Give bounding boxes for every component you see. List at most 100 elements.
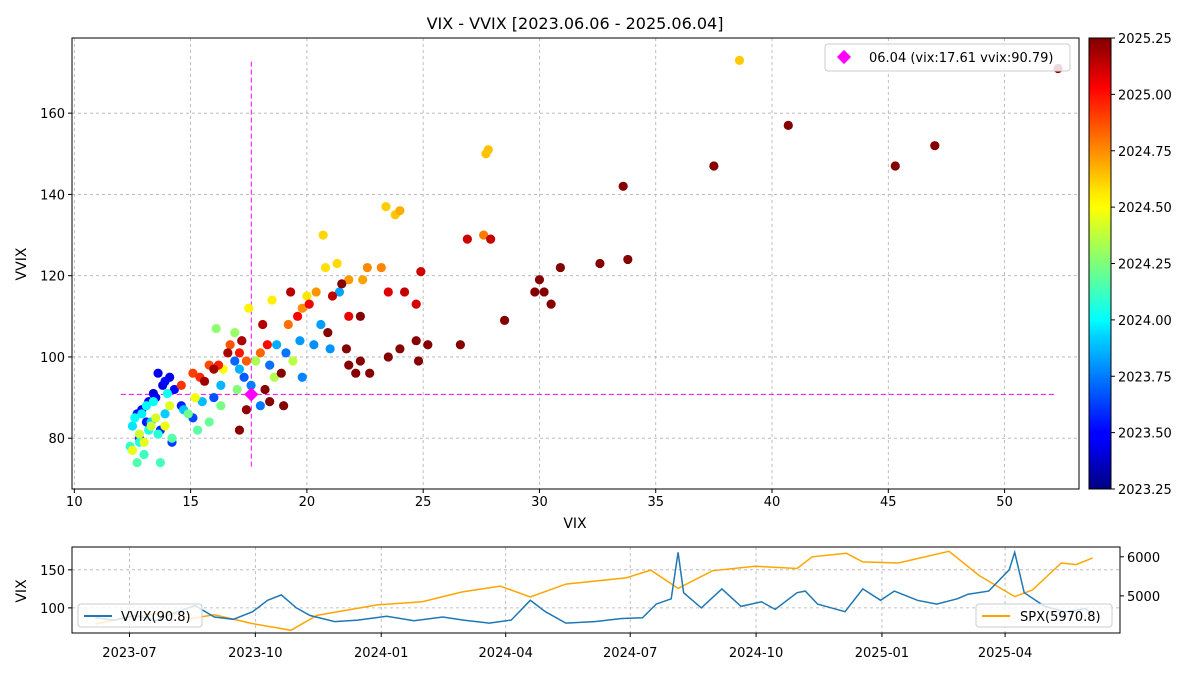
scatter-point xyxy=(251,356,261,366)
scatter-point xyxy=(462,234,472,244)
scatter-point xyxy=(176,380,186,390)
scatter-point xyxy=(499,315,510,325)
scatter-point xyxy=(269,372,279,382)
bottom-x-tick-label: 2025-01 xyxy=(855,646,909,661)
scatter-points xyxy=(125,55,1063,468)
y-tick-label: 140 xyxy=(40,188,65,203)
scatter-point xyxy=(311,287,321,297)
scatter-point xyxy=(216,380,226,390)
scatter-point xyxy=(555,262,565,273)
legend-left-box xyxy=(77,603,203,628)
bottom-left-tick-label: 100 xyxy=(40,602,65,617)
scatter-point xyxy=(255,348,265,358)
scatter-point xyxy=(190,392,200,403)
colorbar: 2023.25 2023.50 2023.75 2024.00 2024.25 2024.… xyxy=(1088,32,1172,498)
scatter-point xyxy=(383,352,393,362)
scatter-point xyxy=(376,262,386,273)
scatter-point xyxy=(292,311,303,321)
x-axis-label: VIX xyxy=(563,516,587,532)
scatter-point xyxy=(160,421,170,431)
legend-left-label: VVIX(90.8) xyxy=(121,610,191,625)
scatter-point xyxy=(139,437,149,447)
scatter-point xyxy=(267,295,277,305)
scatter-point xyxy=(355,356,365,366)
x-tick-label: 20 xyxy=(299,495,316,510)
legend-right: SPX(5970.8) xyxy=(975,603,1113,628)
scatter-point xyxy=(155,457,165,468)
scatter-point xyxy=(167,433,177,443)
x-tick-label: 35 xyxy=(647,495,664,510)
scatter-point xyxy=(283,319,293,330)
x-tick-label: 10 xyxy=(66,495,83,510)
x-tick-label: 30 xyxy=(531,495,548,510)
scatter-point xyxy=(297,372,307,382)
y-tick-label: 80 xyxy=(48,432,65,447)
scatter-point xyxy=(265,397,275,407)
y-tick-label: 100 xyxy=(40,351,65,366)
colorbar-ticks: 2023.25 2023.50 2023.75 2024.00 2024.25 2024.… xyxy=(1111,32,1172,498)
scatter-point xyxy=(237,336,247,346)
scatter-point xyxy=(246,380,256,390)
scatter-point xyxy=(334,287,345,297)
scatter-point xyxy=(304,299,314,309)
scatter-point xyxy=(151,413,161,423)
colorbar-tick-label: 2023.75 xyxy=(1118,370,1172,385)
legend-right-box xyxy=(975,603,1113,628)
scatter-point xyxy=(320,262,331,273)
scatter-point xyxy=(272,340,282,350)
scatter-point xyxy=(344,311,354,321)
x-axis-ticks: 10 15 20 25 30 35 40 45 50 xyxy=(66,489,1013,510)
bottom-plot-frame xyxy=(71,546,1121,634)
scatter-point xyxy=(165,401,175,411)
scatter-point xyxy=(279,401,289,411)
scatter-point xyxy=(137,409,147,419)
scatter-point xyxy=(281,348,291,358)
bottom-left-tick-label: 150 xyxy=(40,564,65,579)
scatter-point xyxy=(395,344,405,354)
current-marker-group xyxy=(244,387,259,402)
scatter-point xyxy=(325,344,335,354)
scatter-point xyxy=(127,421,138,431)
scatter-point xyxy=(204,417,214,427)
scatter-point xyxy=(223,348,233,358)
y-axis-ticks: 80 100 120 140 160 xyxy=(40,107,72,447)
scatter-point xyxy=(362,262,372,273)
bottom-y-axis-label: VIX xyxy=(14,579,30,603)
colorbar-tick-label: 2025.00 xyxy=(1118,88,1172,103)
scatter-point xyxy=(351,368,361,378)
bottom-right-tick-label: 6000 xyxy=(1127,551,1160,566)
scatter-point xyxy=(411,336,421,346)
bottom-x-ticks: 2023-07 2023-10 2024-01 2024-04 2024-07 2024-… xyxy=(102,633,1032,661)
bottom-left-y-ticks: 100 150 xyxy=(40,564,72,617)
scatter-point xyxy=(890,161,900,171)
scatter-point xyxy=(341,344,352,354)
colorbar-gradient xyxy=(1088,37,1112,490)
scatter-point xyxy=(295,336,305,346)
scatter-point xyxy=(160,409,170,419)
bottom-right-y-ticks: 5000 6000 xyxy=(1120,551,1160,605)
y-tick-label: 120 xyxy=(40,270,65,285)
scatter-point xyxy=(234,348,245,358)
legend-box xyxy=(824,43,1071,72)
scatter-point xyxy=(258,319,268,330)
legend-diamond-marker xyxy=(836,49,852,65)
scatter-point xyxy=(930,141,940,151)
main-legend: 06.04 (vix:17.61 vvix:90.79) xyxy=(824,43,1071,72)
scatter-point xyxy=(234,425,245,435)
scatter-point xyxy=(262,340,272,350)
legend-left: VVIX(90.8) xyxy=(77,603,203,628)
x-tick-label: 25 xyxy=(415,495,432,510)
colorbar-tick-label: 2024.50 xyxy=(1118,201,1172,216)
scatter-point xyxy=(546,299,556,309)
scatter-point xyxy=(365,368,375,378)
scatter-point xyxy=(332,258,342,269)
scatter-point xyxy=(395,206,405,216)
scatter-point xyxy=(286,287,296,297)
bottom-grid xyxy=(72,547,1120,633)
colorbar-tick-label: 2024.25 xyxy=(1118,258,1172,273)
scatter-point xyxy=(234,364,245,374)
legend-right-label: SPX(5970.8) xyxy=(1020,610,1101,625)
scatter-point xyxy=(399,287,410,297)
bottom-x-tick-label: 2024-10 xyxy=(729,646,783,661)
main-grid xyxy=(72,38,1079,489)
